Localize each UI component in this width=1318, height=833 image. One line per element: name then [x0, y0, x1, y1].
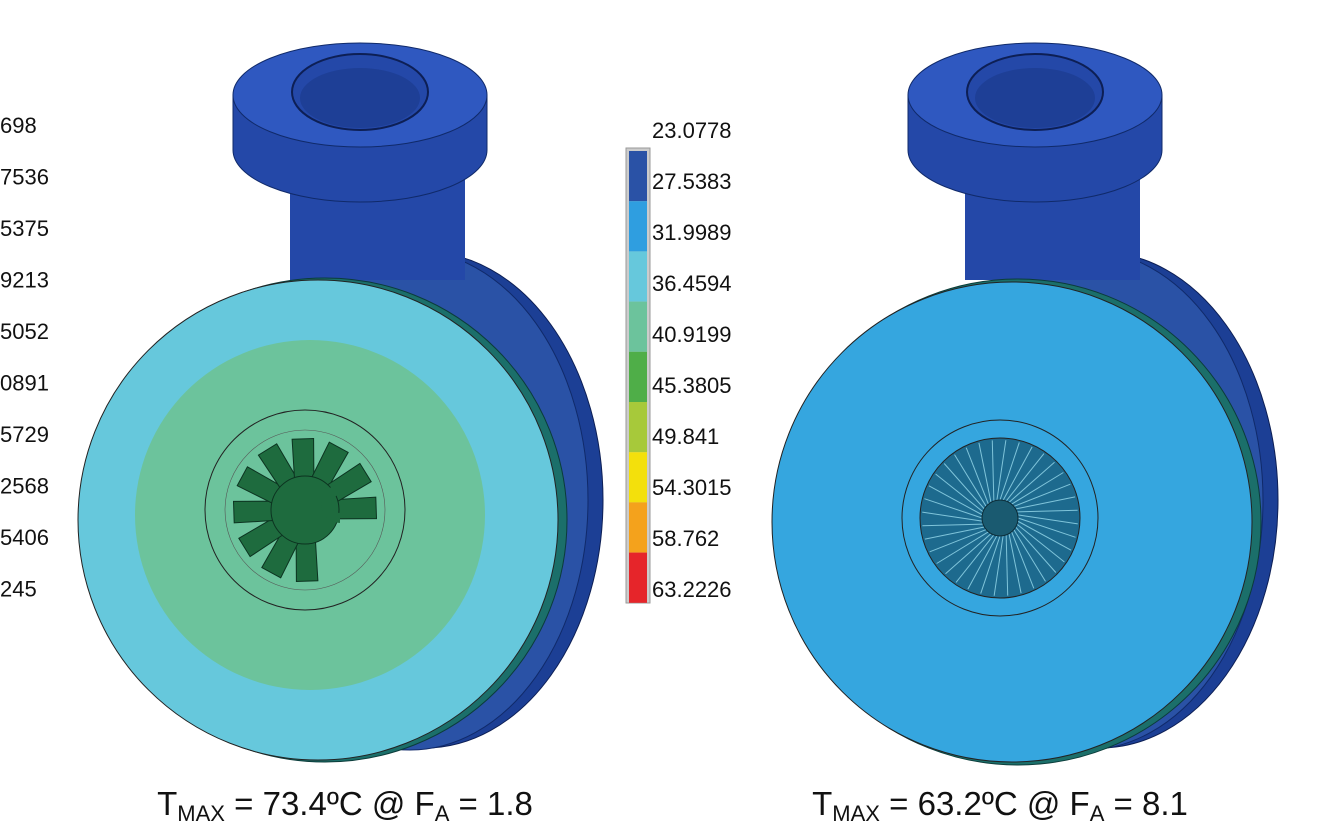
- legend-label: 9213: [0, 267, 49, 292]
- caption-text: = 63.2ºC @ F: [880, 785, 1090, 822]
- colorbar-segment: [629, 452, 647, 502]
- caption-text: = 1.8: [449, 785, 532, 822]
- caption-text: T: [157, 785, 177, 822]
- legend-label: 49.841: [652, 424, 719, 449]
- caption-subscript: MAX: [832, 801, 880, 826]
- colorbar-segment: [629, 201, 647, 251]
- legend-label: 5052: [0, 319, 49, 344]
- legend-label: 31.9989: [652, 220, 732, 245]
- gear-tooth: [234, 501, 277, 523]
- colorbar-segment: [629, 553, 647, 603]
- legend-label: 40.9199: [652, 322, 732, 347]
- legend-label: 58.762: [652, 526, 719, 551]
- legend-label: 5729: [0, 422, 49, 447]
- legend-label: 54.3015: [652, 475, 732, 500]
- caption-subscript: A: [435, 801, 450, 826]
- caption-subscript: A: [1090, 801, 1105, 826]
- legend-label: 27.5383: [652, 169, 732, 194]
- colorbar-segment: [629, 352, 647, 402]
- legend-label: 5375: [0, 216, 49, 241]
- caption-text: = 73.4ºC @ F: [225, 785, 435, 822]
- figure: 698 7536 5375 9213 5052 0891 5729 2568 5406 245 23…: [0, 0, 1318, 828]
- legend-label: 63.2226: [652, 577, 732, 602]
- gear-tooth: [292, 439, 314, 482]
- right-pump: [772, 43, 1278, 765]
- colorbar-segment: [629, 251, 647, 301]
- legend-label: 698: [0, 113, 37, 138]
- colorbar-segment: [629, 151, 647, 201]
- caption-text: T: [812, 785, 832, 822]
- legend-label: 23.0778: [652, 118, 732, 143]
- legend-label: 2568: [0, 473, 49, 498]
- legend-label: 36.4594: [652, 271, 732, 296]
- colorbar-segment: [629, 402, 647, 452]
- left-pump: [78, 43, 603, 762]
- legend-label: 7536: [0, 164, 49, 189]
- legend-label: 45.3805: [652, 373, 732, 398]
- caption: TMAX = 63.2ºC @ FA = 8.1: [812, 785, 1188, 826]
- gear-tooth: [296, 538, 318, 581]
- colorbar-segment: [629, 502, 647, 552]
- caption: TMAX = 73.4ºC @ FA = 1.8: [157, 785, 533, 826]
- legend-label: 245: [0, 576, 37, 601]
- legend-label: 5406: [0, 525, 49, 550]
- colorbar-segment: [629, 302, 647, 352]
- caption-text: = 8.1: [1104, 785, 1187, 822]
- caption-subscript: MAX: [177, 801, 225, 826]
- legend-label: 0891: [0, 370, 49, 395]
